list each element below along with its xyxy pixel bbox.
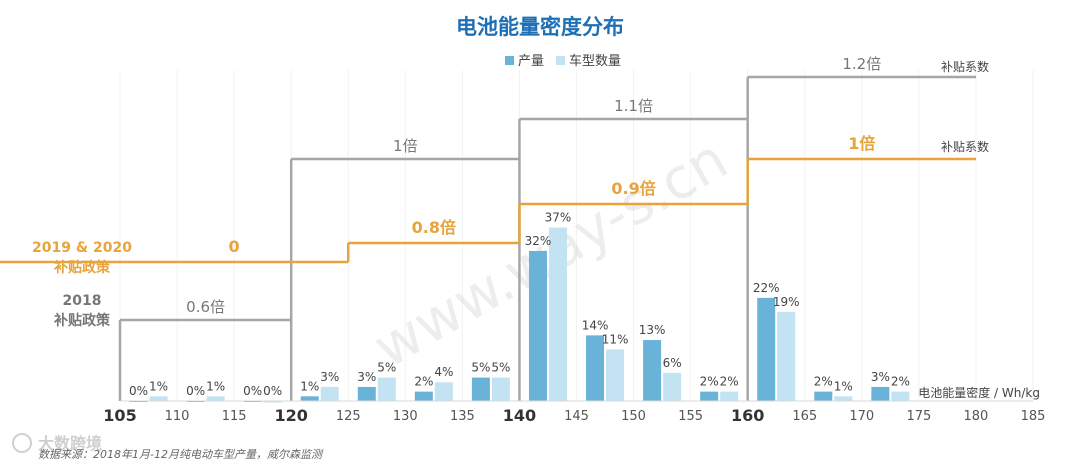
x-tick-label: 105 xyxy=(103,406,136,425)
bar-models xyxy=(263,401,282,403)
coef-label-2019: 补贴系数 xyxy=(941,139,989,154)
data-label-models: 19% xyxy=(773,295,800,309)
data-label-production: 2% xyxy=(814,375,833,389)
bars-group: 0% 1% 0% 1% 0% 0% 1%3% 3%5%2%4% 5% 5%32%37%14%11%… xyxy=(129,211,910,403)
data-label-models: 6% xyxy=(663,356,682,370)
bar-production xyxy=(586,335,605,401)
coef-label-2018: 补贴系数 xyxy=(941,59,989,74)
policy-step-label: 1.2倍 xyxy=(842,55,881,73)
bar-models xyxy=(377,377,396,401)
legend-label-models: 车型数量 xyxy=(569,53,621,69)
x-axis: 105 110 115 120 125 130 135 140 145 150 155 160 165 1… xyxy=(103,400,1046,425)
policy-step-label: 1倍 xyxy=(848,134,875,153)
data-label-models: 11% xyxy=(602,332,629,346)
policy-step-label: 0.9倍 xyxy=(611,179,655,198)
data-label-production: 0% xyxy=(243,384,262,398)
data-label-models: 0% xyxy=(263,384,282,398)
x-tick-label: 140 xyxy=(503,406,536,425)
x-tick-label: 145 xyxy=(564,409,589,424)
data-label-models: 37% xyxy=(545,211,572,225)
bar-models xyxy=(720,391,739,401)
policy-2019-label-line1: 2019 & 2020 xyxy=(32,240,132,256)
bar-production xyxy=(414,391,433,401)
source-note: 数据来源：2018年1月-12月纯电动车型产量，威尔森监测 xyxy=(38,448,324,461)
bar-models xyxy=(434,382,453,401)
bar-models xyxy=(149,396,168,401)
legend-label-production: 产量 xyxy=(518,54,544,69)
x-tick-label: 115 xyxy=(222,409,247,424)
x-axis-title: 电池能量密度 / Wh/kg xyxy=(918,385,1040,400)
policy-steps: 0.6倍 1倍 1.1倍 1.2倍 0 0.8倍 0.9倍 1倍 xyxy=(0,55,976,401)
data-label-models: 3% xyxy=(320,370,339,384)
bar-models xyxy=(663,372,682,401)
legend-swatch-models xyxy=(556,56,565,65)
policy-2018-label-line1: 2018 xyxy=(63,293,102,309)
data-label-models: 4% xyxy=(434,365,453,379)
policy-step-label: 0.8倍 xyxy=(412,218,456,237)
data-label-production: 2% xyxy=(414,375,433,389)
data-label-production: 1% xyxy=(300,379,319,393)
x-tick-label: 165 xyxy=(792,409,817,424)
x-tick-label: 175 xyxy=(906,409,931,424)
bar-models xyxy=(548,227,567,401)
data-label-production: 13% xyxy=(639,323,666,337)
data-label-models: 5% xyxy=(491,361,510,375)
bar-models xyxy=(320,386,339,401)
bar-production xyxy=(814,391,833,401)
legend-swatch-production xyxy=(505,56,514,65)
chart-title: 电池能量密度分布 xyxy=(456,15,624,39)
x-tick-label: 180 xyxy=(964,409,989,424)
policy-step-label: 1.1倍 xyxy=(614,97,653,115)
bar-production xyxy=(643,340,662,401)
bar-production xyxy=(757,297,776,401)
x-tick-label: 125 xyxy=(336,409,361,424)
bar-models xyxy=(891,391,910,401)
data-label-models: 1% xyxy=(834,379,853,393)
bar-models xyxy=(206,396,225,401)
data-label-models: 1% xyxy=(149,379,168,393)
bar-models xyxy=(491,377,510,401)
x-tick-label: 150 xyxy=(621,409,646,424)
data-label-models: 1% xyxy=(206,379,225,393)
bar-production xyxy=(471,377,490,401)
bar-production xyxy=(700,391,719,401)
bar-production xyxy=(871,386,890,401)
bar-production xyxy=(300,396,319,401)
bar-production xyxy=(528,250,547,401)
data-label-production: 3% xyxy=(357,370,376,384)
data-label-production: 2% xyxy=(700,375,719,389)
bar-models xyxy=(606,349,625,401)
x-tick-label: 185 xyxy=(1021,409,1046,424)
x-tick-label: 135 xyxy=(450,409,475,424)
bar-models xyxy=(834,396,853,401)
data-label-production: 0% xyxy=(186,384,205,398)
x-tick-label: 160 xyxy=(731,406,764,425)
x-tick-label: 120 xyxy=(274,406,307,425)
brand-logo: 大数跨境 xyxy=(12,433,102,453)
policy-step-label: 1倍 xyxy=(393,137,418,155)
x-tick-label: 155 xyxy=(678,409,703,424)
data-label-production: 5% xyxy=(471,361,490,375)
data-label-models: 2% xyxy=(891,375,910,389)
data-label-production: 32% xyxy=(525,234,552,248)
legend: 产量 车型数量 xyxy=(505,53,621,69)
x-tick-label: 130 xyxy=(393,409,418,424)
policy-2018-label-line2: 补贴政策 xyxy=(53,312,111,329)
policy-step-label: 0 xyxy=(229,237,240,256)
logo-icon xyxy=(12,433,32,453)
data-label-production: 0% xyxy=(129,384,148,398)
policy-2019-label-line2: 补贴政策 xyxy=(53,259,111,276)
x-tick-label: 170 xyxy=(849,409,874,424)
data-label-models: 5% xyxy=(377,361,396,375)
policy-step-label: 0.6倍 xyxy=(186,298,225,316)
data-label-models: 2% xyxy=(720,375,739,389)
data-label-production: 3% xyxy=(871,370,890,384)
bar-models xyxy=(777,311,796,401)
x-tick-label: 110 xyxy=(165,409,190,424)
data-label-production: 14% xyxy=(582,318,609,332)
data-label-production: 22% xyxy=(753,281,780,295)
logo-text: 大数跨境 xyxy=(38,434,102,453)
bar-production xyxy=(357,386,376,401)
